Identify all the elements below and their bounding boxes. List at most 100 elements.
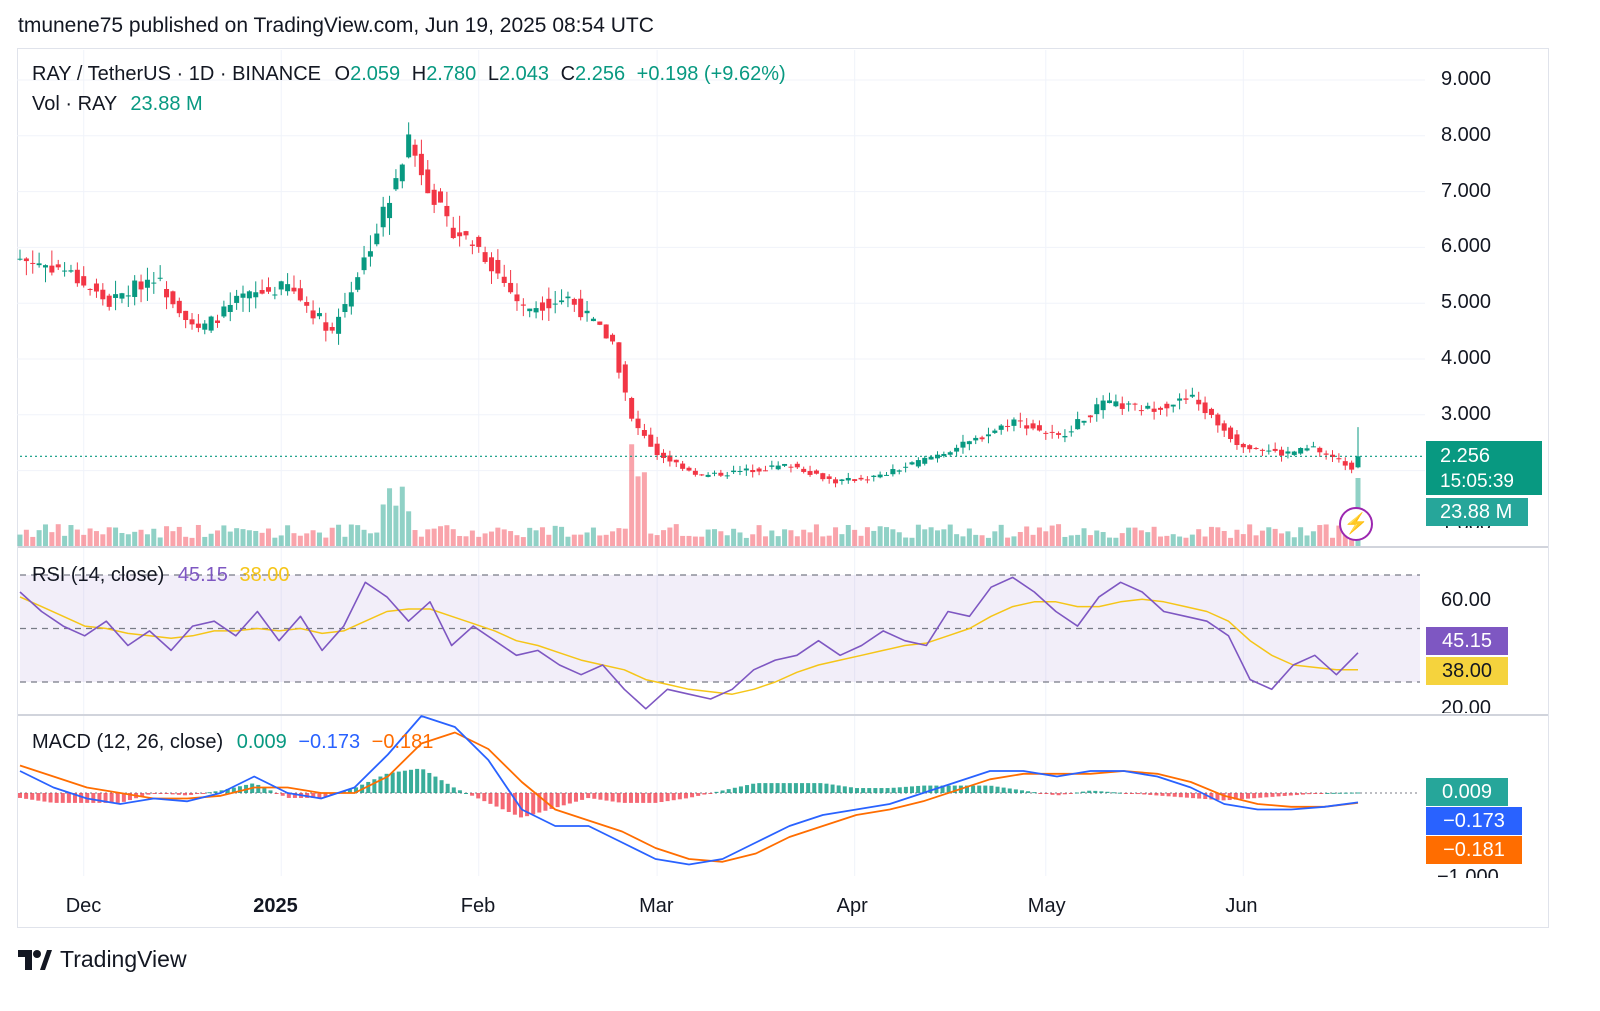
volume-bar [1151,526,1157,546]
symbol-label[interactable]: RAY / TetherUS · 1D · BINANCE [32,63,321,85]
candle-body [1317,447,1323,453]
candle-body [272,294,278,296]
volume-bar [552,525,558,546]
candle-body [1285,451,1291,454]
macd-hist-bar [1178,793,1183,798]
volume-bar [393,505,399,546]
candle-body [74,269,80,284]
time-tick: Feb [460,895,496,917]
candle-body [438,191,444,203]
volume-bar [227,531,233,546]
candle-body [81,276,87,286]
candle-body [253,292,259,298]
candle-body [1170,404,1176,407]
volume-bar [329,527,335,546]
volume-bar [323,537,329,546]
macd-hist-bar [793,783,798,793]
macd-hist-bar [592,793,597,799]
volume-bar [743,537,749,546]
volume-bar [36,530,42,546]
macd-hist-bar [195,793,200,795]
volume-bar [1215,527,1221,546]
candle-body [221,306,227,317]
volume-bar [342,536,348,546]
candle-body [1349,462,1355,470]
volume-value: 23.88 M [130,93,203,115]
volume-bar [845,524,851,546]
candle-body [1266,450,1272,452]
volume-bar [106,527,112,546]
indicator-lines [19,455,1425,866]
candle-body [960,441,966,448]
candle-body [718,472,724,476]
macd-hist-bar [500,793,505,810]
candle-body [195,323,201,328]
rsi-label[interactable]: RSI (14, close) [32,564,165,586]
volume-bar [463,536,469,546]
volume-bar [1164,535,1170,546]
candle-body [227,304,233,312]
macd-hist-bar [922,785,927,793]
candle-body [100,289,106,300]
volume-bar [699,536,705,546]
volume-bar [272,537,278,546]
candle-body [176,300,182,314]
macd-hist-bar [971,785,976,793]
volume-bar [629,444,635,546]
macd-hist-bar [775,783,780,793]
volume-bar [877,526,883,546]
volume-bar [1138,530,1144,546]
macd-hist-bar [873,788,878,793]
volume-bar [1317,525,1323,546]
volume-bar [750,534,756,546]
volume-bar [488,531,494,546]
rsi-band [20,574,1420,683]
candle-body [1145,405,1151,409]
candle-body [711,472,717,474]
macd-hist-bar [781,783,786,793]
candle-body [1310,446,1316,448]
lightning-icon[interactable]: ⚡ [1339,507,1373,541]
macd-hist-bar [24,793,29,799]
volume-bar [450,529,456,546]
candle-body [641,430,647,436]
candle-body [852,479,858,481]
volume-bar [864,527,870,546]
volume-bar [1075,534,1081,546]
macd-hist-bar [1209,793,1214,800]
close-value: 2.256 [575,63,626,85]
candle-body [890,469,896,475]
candle-body [1094,404,1100,415]
candle-body [138,281,144,290]
volume-bar [1094,530,1100,546]
macd-label[interactable]: MACD (12, 26, close) [32,731,224,753]
macd-hist-bar [1007,788,1012,793]
volume-bar [348,524,354,546]
candle-body [1113,401,1119,407]
volume-bar [1157,536,1163,546]
candle-body [661,452,667,459]
volume-label[interactable]: Vol · RAY [32,93,117,115]
chart-canvas[interactable] [0,0,1600,940]
volume-bar [826,535,832,546]
candle-body [234,295,240,303]
volume-bar [813,524,819,546]
macd-hist-bar [1019,790,1024,793]
volume-bar [960,536,966,546]
candle-body [603,324,609,339]
candle-body [571,298,577,305]
candle-body [418,153,424,176]
volume-bar [616,528,622,546]
macd-hist-bar [586,793,591,799]
candle-body [93,283,99,292]
volume-bar [539,527,545,546]
chart-frame[interactable] [17,48,1549,928]
macd-hist-bar [928,785,933,793]
macd-hist-bar [1288,793,1293,796]
macd-hist-bar [738,786,743,793]
volume-bar [1234,529,1240,546]
candle-body [826,476,832,479]
macd-hist-bar [537,793,542,813]
candle-body [1208,408,1214,415]
tradingview-logo[interactable] [18,949,52,970]
